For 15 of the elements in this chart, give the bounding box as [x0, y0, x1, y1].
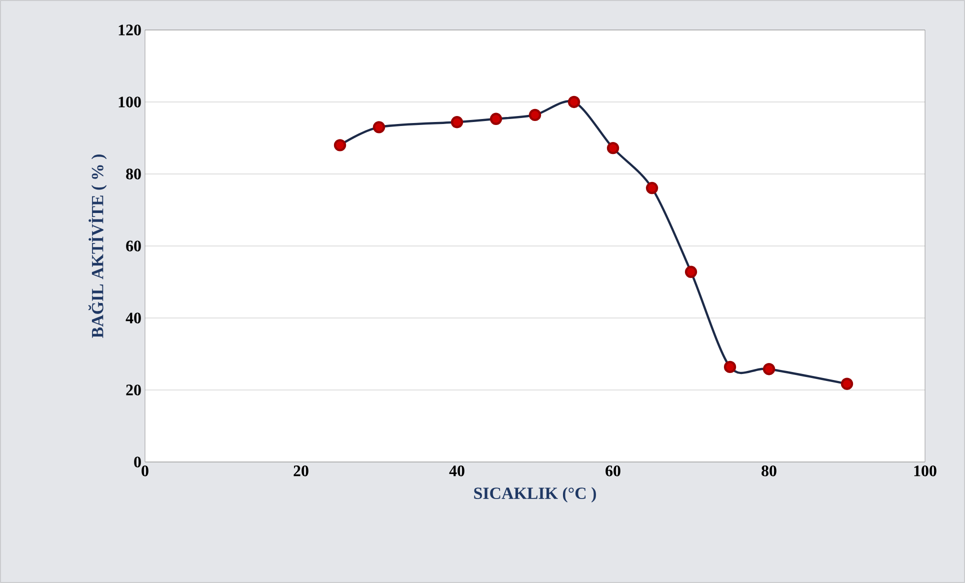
y-tick-label: 60 [126, 240, 141, 252]
x-tick-label: 80 [762, 466, 776, 476]
y-tick-label: 120 [118, 24, 141, 36]
x-tick-label: 40 [449, 466, 464, 476]
y-axis-title: BAĞIL AKTİVİTE ( % ) [88, 154, 107, 338]
y-tick-label: 0 [134, 456, 141, 468]
x-axis-title: SICAKLIK (°C ) [474, 487, 596, 502]
x-tick-label: 0 [142, 466, 148, 476]
x-tick-label: 20 [294, 466, 308, 476]
y-tick-label: 20 [126, 384, 141, 396]
y-tick-label: 100 [118, 96, 141, 108]
y-tick-label: 40 [126, 312, 141, 324]
y-tick-label: 80 [126, 168, 141, 180]
x-tick-label: 60 [606, 466, 620, 476]
x-tick-label: 100 [914, 466, 936, 476]
